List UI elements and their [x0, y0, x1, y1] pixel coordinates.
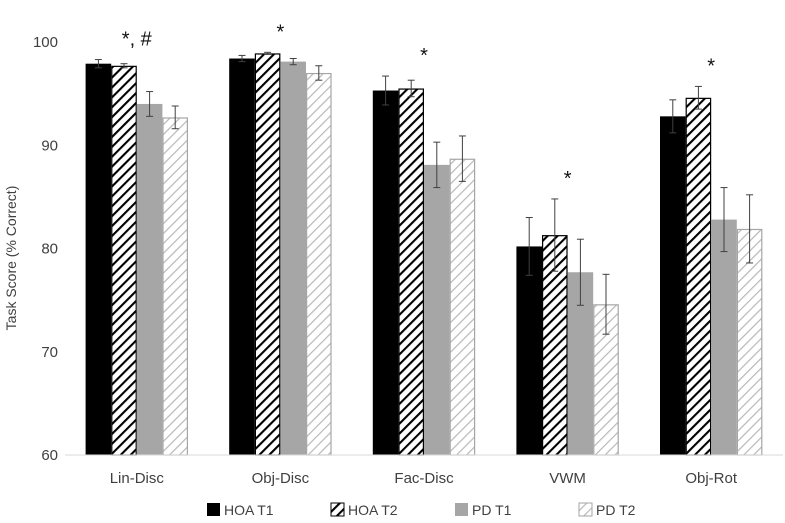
y-tick-label: 80 — [41, 241, 58, 258]
legend-swatch-hoa-t1 — [207, 503, 220, 516]
legend-label-pd-t2: PD T2 — [596, 502, 636, 518]
bar-pd-t2-obj-disc — [306, 72, 332, 456]
significance-marker: * — [564, 168, 572, 190]
y-tick-label: 60 — [41, 447, 58, 464]
error-bar-hoa-t2-obj-rot — [694, 85, 702, 110]
error-bar-pd-t1-fac-disc — [433, 141, 441, 189]
legend: HOA T1 HOA T2 PD T1 PD T2 — [207, 502, 636, 518]
bar-hoa-t1-obj-disc — [229, 58, 255, 456]
y-tick-label: 100 — [33, 34, 58, 51]
x-tick-label: Obj-Disc — [252, 470, 310, 487]
bar-hoa-t1-vwm — [516, 246, 542, 455]
bar-hoa-t2-obj-disc — [254, 53, 281, 456]
bar-pd-t1-obj-rot — [711, 219, 737, 455]
error-bar-pd-t1-obj-disc — [289, 58, 297, 66]
error-bar-pd-t1-lin-disc — [146, 91, 154, 117]
bar-pd-t2-fac-disc — [449, 158, 476, 456]
legend-swatch-pd-t2 — [578, 502, 593, 517]
bars-layer — [85, 53, 763, 456]
y-axis-ticks: 60 70 80 90 100 — [33, 34, 58, 464]
error-bar-pd-t2-fac-disc — [458, 135, 466, 182]
error-bar-pd-t1-vwm — [576, 238, 584, 306]
bar-hoa-t1-fac-disc — [372, 90, 399, 455]
bar-hoa-t1-obj-rot — [660, 116, 686, 455]
error-bar-pd-t2-obj-disc — [315, 65, 323, 81]
significance-marker: * — [277, 21, 285, 43]
y-axis-label: Task Score (% Correct) — [3, 186, 19, 331]
bar-pd-t1-obj-disc — [280, 61, 306, 456]
error-bar-pd-t1-obj-rot — [720, 187, 728, 253]
bar-pd-t1-fac-disc — [424, 164, 450, 455]
legend-label-pd-t1: PD T1 — [472, 502, 512, 518]
error-bar-hoa-t2-lin-disc — [120, 63, 128, 69]
bar-hoa-t2-vwm — [541, 235, 568, 456]
legend-swatch-pd-t1 — [455, 503, 468, 516]
error-bar-pd-t2-obj-rot — [746, 194, 754, 264]
error-bar-hoa-t2-fac-disc — [407, 79, 415, 98]
bar-pd-t2-obj-rot — [736, 228, 763, 456]
x-tick-label: Lin-Disc — [110, 470, 165, 487]
error-bar-hoa-t2-obj-disc — [264, 51, 272, 55]
x-tick-label: VWM — [549, 470, 586, 487]
error-bar-pd-t2-vwm — [602, 273, 610, 335]
bar-hoa-t2-lin-disc — [111, 65, 137, 456]
significance-marker: * — [707, 55, 715, 77]
x-tick-label: Obj-Rot — [685, 470, 738, 487]
y-tick-label: 90 — [41, 137, 58, 154]
error-bar-hoa-t1-obj-disc — [238, 54, 246, 63]
error-bar-hoa-t1-vwm — [525, 217, 533, 276]
error-bar-hoa-t2-vwm — [551, 198, 559, 272]
legend-label-hoa-t1: HOA T1 — [224, 502, 274, 518]
bar-hoa-t2-obj-rot — [685, 97, 712, 456]
error-bar-pd-t2-lin-disc — [171, 105, 179, 130]
bar-pd-t1-lin-disc — [136, 103, 163, 455]
significance-marker: *, # — [122, 29, 153, 51]
bar-hoa-t1-lin-disc — [85, 63, 112, 456]
y-tick-label: 70 — [41, 344, 58, 361]
error-bars-layer — [94, 51, 754, 335]
error-bar-hoa-t1-obj-rot — [669, 99, 677, 134]
significance-annotations: *, # * * * * — [122, 21, 716, 190]
x-tick-label: Fac-Disc — [394, 470, 454, 487]
significance-marker: * — [420, 45, 428, 67]
error-bar-hoa-t1-fac-disc — [382, 75, 390, 106]
legend-swatch-hoa-t2 — [330, 502, 345, 517]
bar-pd-t2-lin-disc — [162, 117, 188, 456]
error-bar-hoa-t1-lin-disc — [94, 59, 102, 69]
legend-label-hoa-t2: HOA T2 — [348, 502, 398, 518]
bar-hoa-t2-fac-disc — [398, 88, 424, 456]
x-axis-ticks: Lin-Disc Obj-Disc Fac-Disc VWM Obj-Rot — [110, 470, 738, 487]
